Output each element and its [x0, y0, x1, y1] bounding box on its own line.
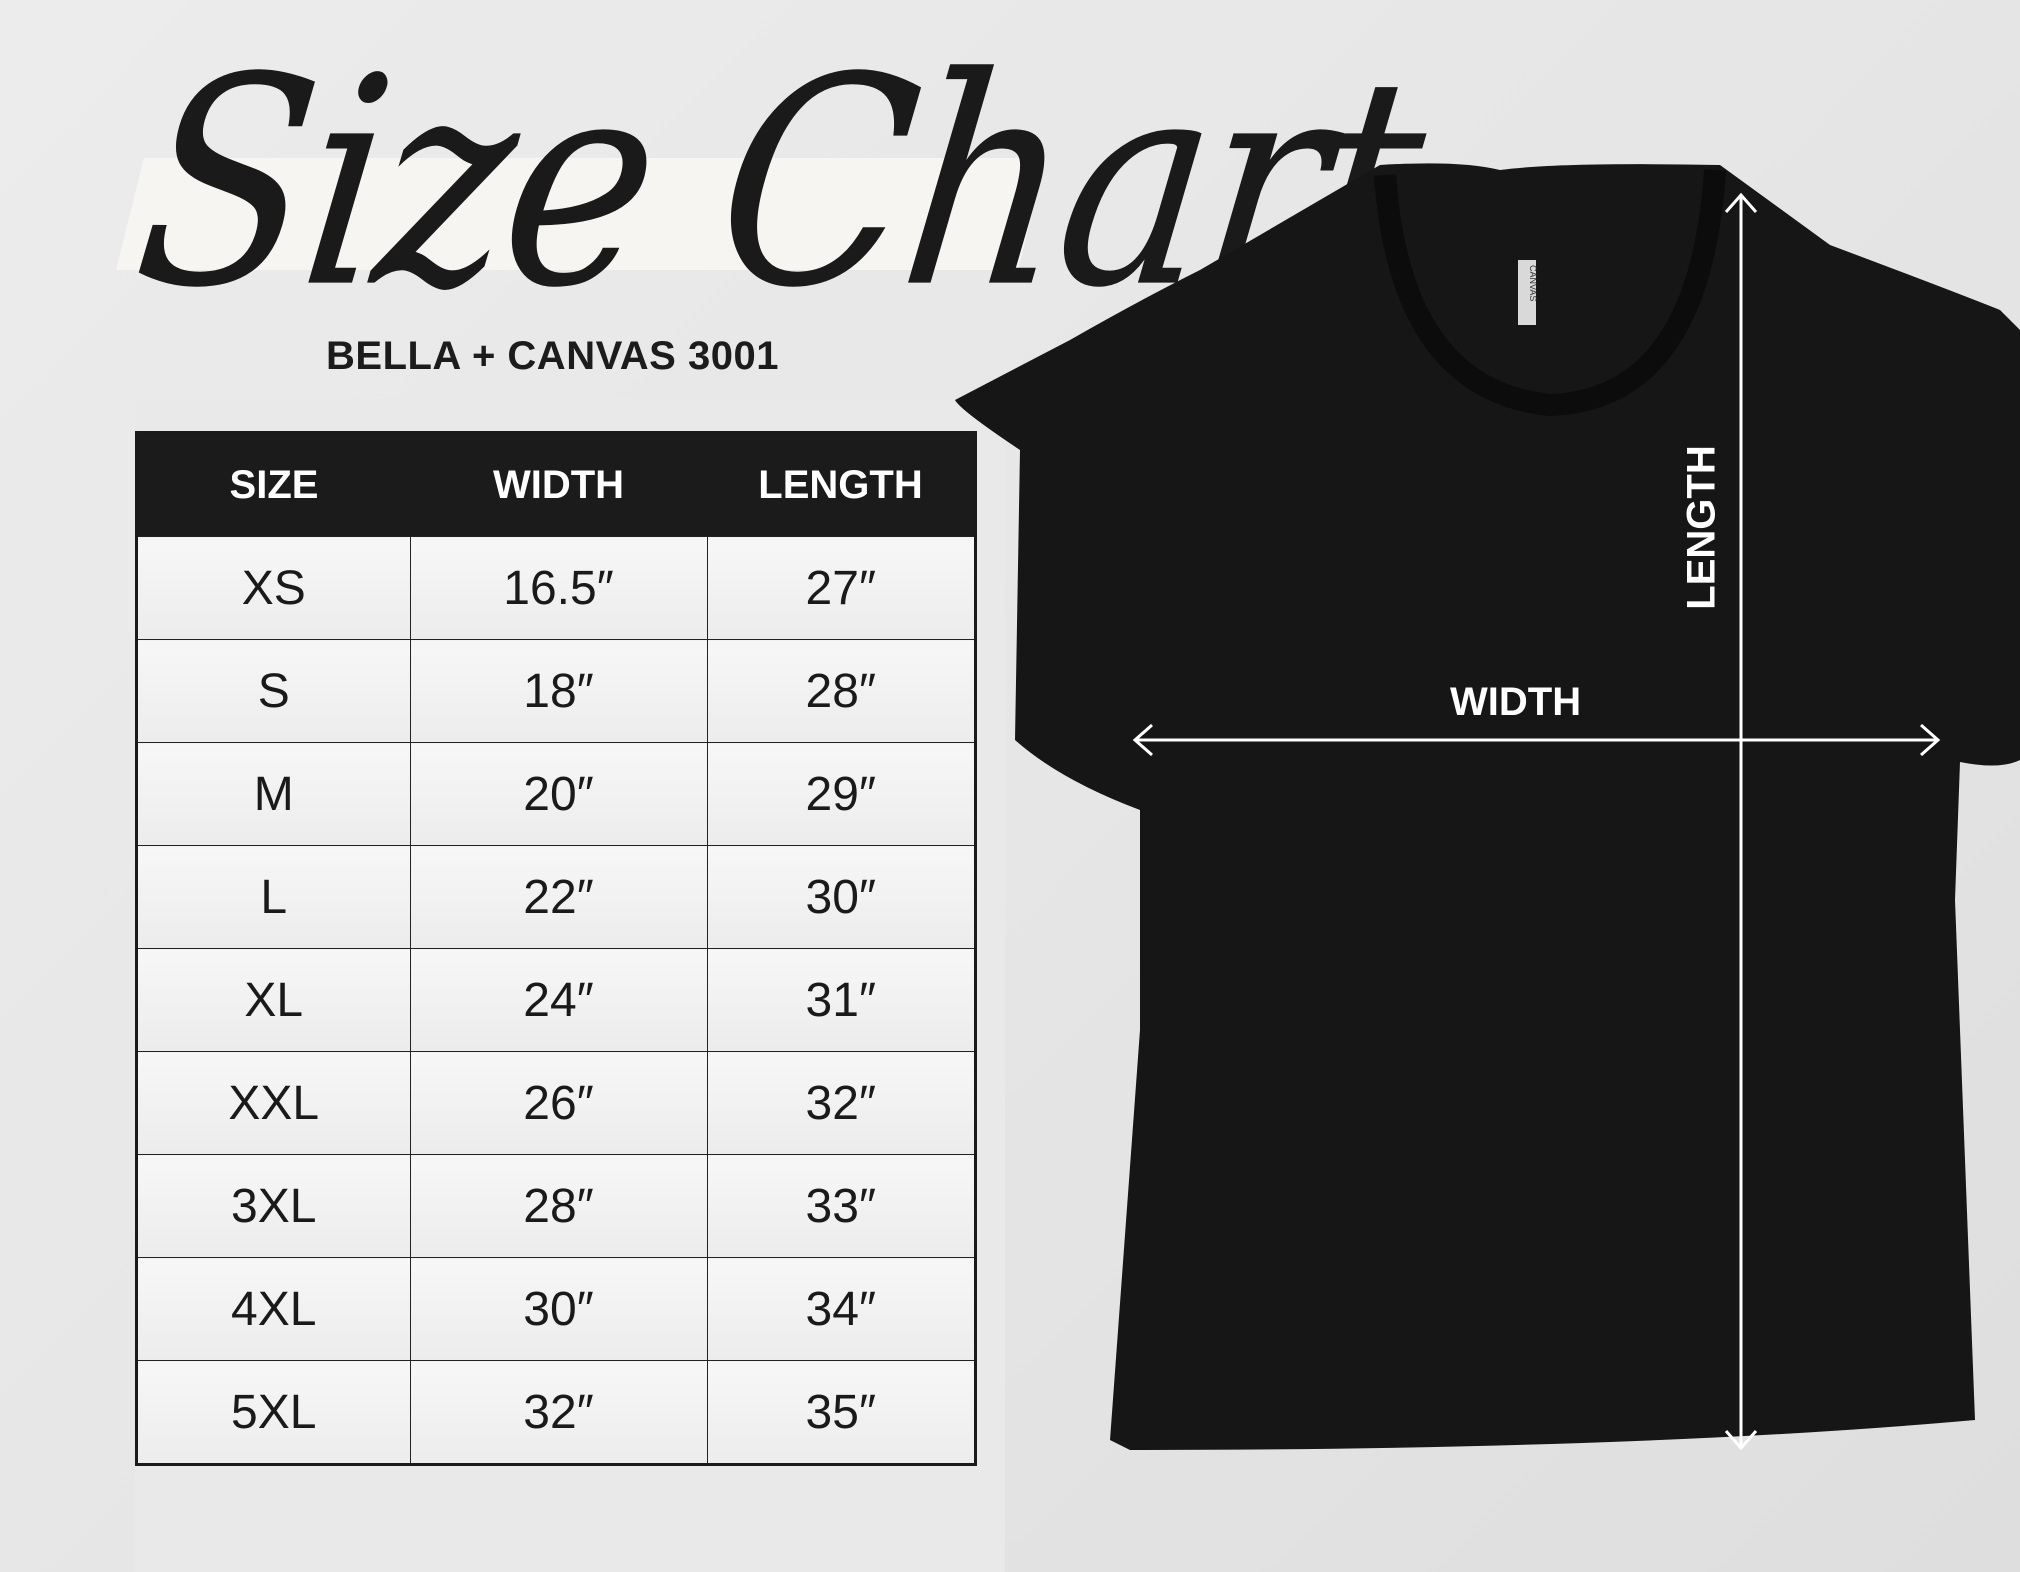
cell-length: 33″: [706, 1154, 976, 1258]
cell-length: 29″: [706, 742, 976, 846]
title-highlight-band: [116, 158, 1046, 270]
table-row: M 20″ 29″: [136, 742, 976, 846]
cell-length: 30″: [706, 845, 976, 949]
shirt-tag-text: CANVAS: [1528, 265, 1538, 301]
header-width: WIDTH: [410, 432, 707, 537]
header-size: SIZE: [136, 432, 410, 537]
table-row: 5XL 32″ 35″: [136, 1360, 976, 1465]
cell-length: 34″: [706, 1257, 976, 1361]
table-row: 3XL 28″ 33″: [136, 1154, 976, 1258]
shirt-tag: [1518, 260, 1536, 325]
cell-width: 22″: [409, 845, 708, 949]
table-row: S 18″ 28″: [136, 639, 976, 743]
table-row: XS 16.5″ 27″: [136, 536, 976, 640]
width-arrow-left-head: [1132, 723, 1153, 757]
cell-width: 28″: [409, 1154, 708, 1258]
cell-size: 4XL: [136, 1257, 411, 1361]
cell-width: 24″: [409, 948, 708, 1052]
table-row: L 22″ 30″: [136, 845, 976, 949]
length-arrow-top-head: [1724, 192, 1758, 213]
table-row: XXL 26″ 32″: [136, 1051, 976, 1155]
cell-size: S: [136, 639, 411, 743]
cell-length: 27″: [706, 536, 976, 640]
cell-size: L: [136, 845, 411, 949]
width-arrow-right-head: [1920, 723, 1941, 757]
table-header-row: SIZE WIDTH LENGTH: [136, 432, 976, 537]
cell-width: 26″: [409, 1051, 708, 1155]
cell-width: 30″: [409, 1257, 708, 1361]
cell-size: 5XL: [136, 1360, 411, 1465]
cell-size: 3XL: [136, 1154, 411, 1258]
cell-width: 16.5″: [409, 536, 708, 640]
header-length: LENGTH: [707, 432, 976, 537]
product-subtitle: BELLA + CANVAS 3001: [326, 334, 779, 378]
cell-length: 35″: [706, 1360, 976, 1465]
width-label: WIDTH: [1450, 680, 1582, 724]
cell-size: XS: [136, 536, 411, 640]
length-arrow-bottom-head: [1724, 1430, 1758, 1451]
collar: [1374, 169, 1726, 417]
cell-length: 32″: [706, 1051, 976, 1155]
cell-size: XXL: [136, 1051, 411, 1155]
cell-size: M: [136, 742, 411, 846]
size-table: SIZE WIDTH LENGTH XS 16.5″ 27″ S 18″ 28″ M 20″ 2…: [135, 431, 977, 1466]
cell-width: 32″: [409, 1360, 708, 1465]
cell-size: XL: [136, 948, 411, 1052]
tshirt-diagram: CANVAS: [955, 163, 2020, 1451]
cell-length: 31″: [706, 948, 976, 1052]
table-row: XL 24″ 31″: [136, 948, 976, 1052]
cell-length: 28″: [706, 639, 976, 743]
cell-width: 20″: [409, 742, 708, 846]
length-label: LENGTH: [1679, 445, 1724, 610]
tshirt-shape: [955, 163, 2020, 1450]
cell-width: 18″: [409, 639, 708, 743]
table-row: 4XL 30″ 34″: [136, 1257, 976, 1361]
